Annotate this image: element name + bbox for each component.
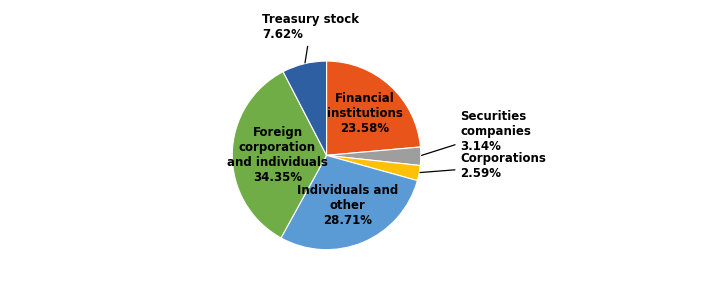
Text: Securities
companies
3.14%: Securities companies 3.14%	[422, 110, 531, 155]
Text: Treasury stock
7.62%: Treasury stock 7.62%	[262, 13, 360, 63]
Wedge shape	[232, 72, 327, 238]
Wedge shape	[327, 147, 421, 166]
Text: Foreign
corporation
and individuals
34.35%: Foreign corporation and individuals 34.3…	[227, 126, 328, 184]
Text: Financial
institutions
23.58%: Financial institutions 23.58%	[327, 92, 403, 135]
Text: Corporations
2.59%: Corporations 2.59%	[420, 152, 546, 180]
Wedge shape	[283, 61, 327, 155]
Wedge shape	[281, 155, 417, 250]
Wedge shape	[327, 155, 420, 181]
Wedge shape	[327, 61, 421, 155]
Text: Individuals and
other
28.71%: Individuals and other 28.71%	[297, 184, 398, 227]
